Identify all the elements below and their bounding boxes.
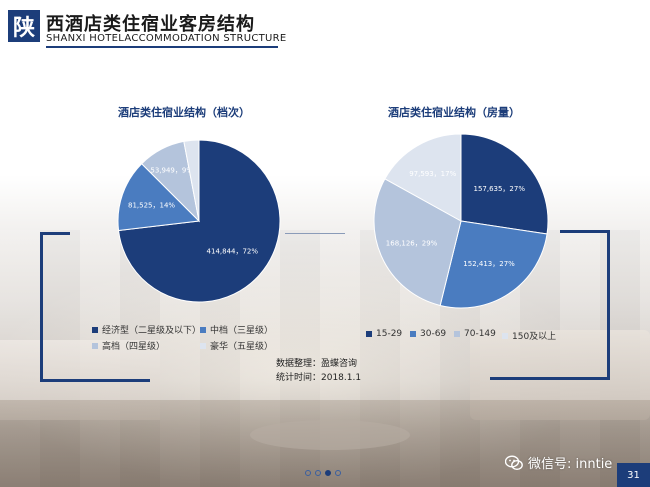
pie-slice (460, 133, 549, 235)
legend-label: 豪华（五星级） (210, 342, 274, 352)
pager-dot[interactable] (325, 470, 331, 476)
legend-item: 豪华（五星级） (200, 339, 273, 352)
pager-dot[interactable] (315, 470, 321, 476)
frame-right-top (560, 230, 610, 233)
legend-item: 15-29 (366, 329, 402, 339)
chart-title-rooms: 酒店类住宿业结构（房量） (388, 106, 520, 119)
legend-swatch (502, 332, 508, 339)
legend-swatch (454, 331, 460, 337)
legend-swatch (410, 331, 416, 337)
legend-label: 中档（三星级） (210, 326, 274, 336)
pie-data-label: 53,949，9% (150, 166, 193, 174)
pager-dot[interactable] (305, 470, 311, 476)
logo-badge: 陕 (8, 10, 40, 42)
pie-slice (373, 178, 462, 307)
pie-slice (384, 133, 462, 222)
note-source: 数据整理：盈蝶咨询 (276, 359, 358, 369)
pie-data-label: 81,525，14% (128, 202, 175, 210)
page-number: 31 (617, 463, 650, 487)
pager-dot[interactable] (335, 470, 341, 476)
wechat-watermark: 微信号: inntie (504, 453, 613, 472)
legend-item: 高档（四星级） (92, 339, 165, 352)
legend-item: 70-149 (454, 329, 496, 339)
wechat-id: 微信号: inntie (528, 457, 613, 472)
frame-left-side (40, 232, 43, 382)
legend-swatch (92, 342, 98, 349)
pie-data-label: 152,413，27% (463, 260, 515, 268)
legend-item: 经济型（二星级及以下） (92, 323, 201, 336)
frame-left-top (40, 232, 70, 235)
page-subtitle: SHANXI HOTELACCOMMODATION STRUCTURE (46, 33, 287, 44)
legend-label: 经济型（二星级及以下） (102, 326, 202, 336)
pie-data-label: 157,635，27% (473, 185, 525, 193)
chart-title-grade: 酒店类住宿业结构（档次） (118, 106, 250, 119)
frame-right-side (607, 230, 610, 380)
legend-swatch (92, 326, 98, 333)
legend-swatch (366, 331, 372, 337)
wechat-icon (504, 454, 523, 471)
pie-slice (439, 220, 548, 309)
pie-slice (117, 163, 201, 232)
data-note: 数据整理：盈蝶咨询 统计时间：2018.1.1 (276, 357, 361, 385)
legend-item: 150及以上 (502, 329, 556, 342)
legend-swatch (200, 326, 206, 333)
pager-dots (305, 470, 341, 476)
legend-swatch (200, 342, 206, 349)
legend-label: 150及以上 (512, 332, 557, 342)
table-shape (250, 420, 410, 450)
legend-label: 高档（四星级） (102, 342, 166, 352)
pie-data-label: 414,844，72% (207, 248, 259, 256)
frame-right-bottom (490, 377, 610, 380)
frame-left-bottom (40, 379, 150, 382)
page-title: 西酒店类住宿业客房结构 (46, 14, 255, 35)
legend-item: 中档（三星级） (200, 323, 273, 336)
pie-slice (183, 139, 200, 222)
note-date: 统计时间：2018.1.1 (276, 373, 362, 383)
legend-label: 30-69 (420, 329, 447, 339)
frame-middle-line (285, 233, 345, 234)
title-underline (46, 46, 278, 48)
pie-data-label: 168,126，29% (386, 240, 438, 248)
pie-data-label: 97,593，17% (409, 170, 456, 178)
legend-label: 70-149 (464, 329, 496, 339)
legend-item: 30-69 (410, 329, 446, 339)
legend-label: 15-29 (376, 329, 403, 339)
